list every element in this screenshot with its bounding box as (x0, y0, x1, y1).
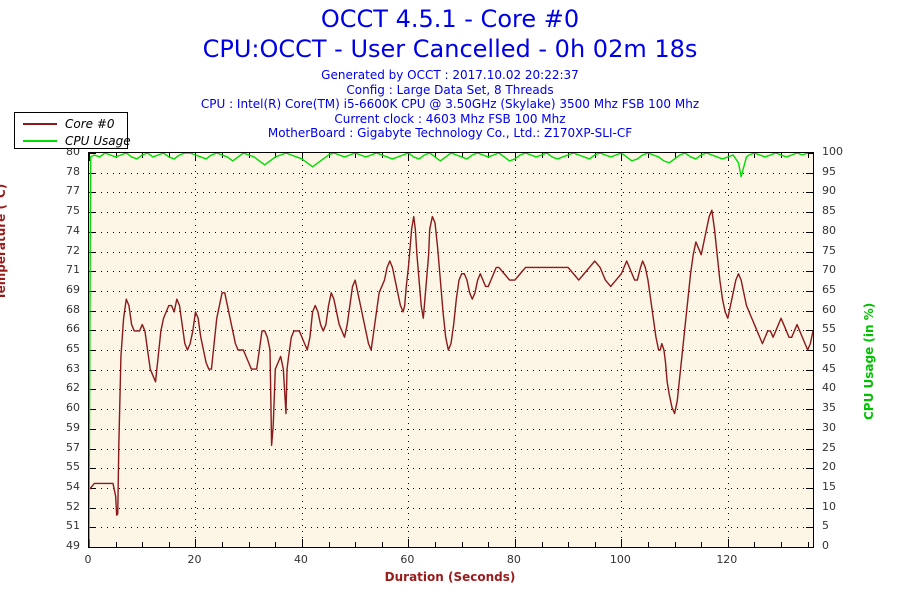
info-line-clock: Current clock : 4603 Mhz FSB 100 Mhz (334, 111, 566, 126)
x-axis-tick: 80 (506, 553, 521, 566)
y-axis-left-tick: 60 (66, 401, 80, 415)
y-axis-right-tick: 55 (822, 322, 836, 336)
system-info-block: Generated by OCCT : 2017.10.02 20:22:37 … (0, 68, 900, 141)
y-axis-right-tick: 40 (822, 381, 836, 395)
y-axis-right-tick: 60 (822, 302, 836, 316)
x-axis-tick: 40 (293, 553, 308, 566)
y-axis-left-tick: 52 (66, 499, 80, 513)
x-axis-tick: 120 (716, 553, 738, 566)
y-axis-right-tick: 0 (822, 539, 829, 552)
y-axis-left-tick: 71 (66, 263, 80, 277)
y-axis-left-tick: 75 (66, 204, 80, 218)
y-axis-left-tick: 63 (66, 361, 80, 375)
y-axis-left-tick: 54 (66, 479, 80, 493)
y-axis-right-tick: 95 (822, 164, 836, 178)
y-axis-left-tick: 55 (66, 460, 80, 474)
y-axis-left-tick: 57 (66, 440, 80, 454)
x-axis-tick: 20 (187, 553, 202, 566)
y-axis-left-tick: 65 (66, 342, 80, 355)
x-axis-tick: 100 (609, 553, 631, 566)
y-axis-right-tick: 5 (822, 519, 829, 533)
y-axis-left-tick: 51 (66, 519, 80, 533)
y-axis-left-tick: 77 (66, 184, 80, 198)
y-axis-right-tick: 45 (822, 361, 836, 375)
info-line-generated: Generated by OCCT : 2017.10.02 20:22:37 (321, 68, 579, 82)
y-axis-left-tick: 78 (66, 164, 80, 178)
info-line-config: Config : Large Data Set, 8 Threads (346, 82, 554, 97)
legend-label-core0: Core #0 (65, 116, 115, 131)
y-axis-right-tick: 30 (822, 420, 836, 434)
y-axis-right-tick: 35 (822, 401, 836, 415)
page-title: OCCT 4.5.1 - Core #0 (320, 5, 580, 33)
y-axis-left-tick: 74 (66, 223, 80, 237)
y-axis-left-tick: 49 (66, 539, 80, 552)
x-axis-tick: 60 (400, 553, 415, 566)
y-axis-right-tick: 20 (822, 460, 836, 474)
y-axis-right-tick: 25 (822, 440, 836, 454)
y-axis-right-tick: 100 (822, 145, 843, 158)
y-axis-right-tick: 70 (822, 263, 836, 277)
legend-item-cpu-usage: CPU Usage (15, 132, 131, 149)
legend-swatch-core0 (23, 122, 57, 125)
y-axis-right-tick: 10 (822, 499, 836, 513)
y-axis-left-tick: 66 (66, 322, 80, 336)
chart-canvas (89, 153, 813, 547)
y-axis-right-tick: 65 (822, 282, 836, 296)
legend-item-core0: Core #0 (15, 115, 129, 132)
y-axis-right-tick: 50 (822, 342, 836, 355)
page-subtitle: CPU:OCCT - User Cancelled - 0h 02m 18s (202, 35, 698, 63)
y-axis-right-tick: 80 (822, 223, 836, 237)
y-axis-right-tick: 75 (822, 243, 836, 257)
chart-title-block: OCCT 4.5.1 - Core #0 CPU:OCCT - User Can… (0, 4, 900, 64)
chart-legend: Core #0 CPU Usage (14, 112, 131, 149)
legend-swatch-cpu-usage (23, 139, 57, 142)
y-axis-right-label: CPU Usage (in %) (862, 302, 876, 420)
info-line-cpu: CPU : Intel(R) Core(TM) i5-6600K CPU @ 3… (200, 97, 700, 112)
x-axis-label: Duration (Seconds) (384, 570, 516, 584)
y-axis-left-tick: 68 (66, 302, 80, 316)
y-axis-left-tick: 59 (66, 420, 80, 434)
y-axis-right-tick: 90 (822, 184, 836, 198)
info-line-motherboard: MotherBoard : Gigabyte Technology Co., L… (267, 126, 633, 141)
y-axis-left-label: Temperature (°C) (0, 183, 8, 300)
x-axis-tick: 0 (84, 553, 92, 566)
y-axis-right-tick: 85 (822, 204, 836, 218)
y-axis-left-tick: 80 (66, 145, 80, 158)
y-axis-left-tick: 72 (66, 243, 80, 257)
y-axis-right-tick: 15 (822, 479, 836, 493)
y-axis-left-tick: 69 (66, 282, 80, 296)
plot-area (88, 152, 814, 548)
legend-label-cpu-usage: CPU Usage (65, 133, 131, 148)
y-axis-left-tick: 62 (66, 381, 80, 395)
